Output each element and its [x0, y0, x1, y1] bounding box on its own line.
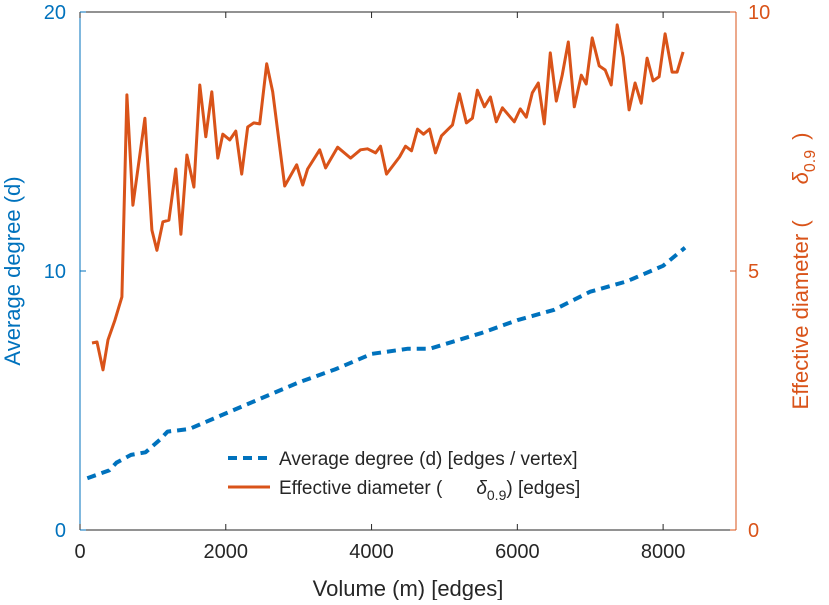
- x-tick-label: 4000: [349, 541, 394, 563]
- y-left-tick-label: 20: [44, 2, 66, 24]
- y-axis-right-label: Effective diameter (δ0.9): [788, 133, 819, 410]
- y-right-tick-label: 0: [748, 520, 759, 542]
- series-layer: [87, 25, 685, 478]
- y-axis-left-label: Average degree (d): [0, 176, 25, 365]
- effective-diameter-line: [92, 25, 683, 370]
- y-right-tick-label: 10: [748, 2, 770, 24]
- x-tick-label: 0: [74, 541, 85, 563]
- legend: Average degree (d) [edges / vertex] Effe…: [220, 440, 666, 506]
- y-left-tick-label: 0: [55, 520, 66, 542]
- x-tick-label: 6000: [495, 541, 540, 563]
- y-right-tick-label: 5: [748, 261, 759, 283]
- x-tick-label: 2000: [204, 541, 249, 563]
- x-tick-label: 8000: [641, 541, 686, 563]
- y-left-tick-label: 10: [44, 261, 66, 283]
- legend-label-average-degree: Average degree (d) [edges / vertex]: [279, 449, 578, 470]
- x-axis-label: Volume (m) [edges]: [313, 576, 504, 600]
